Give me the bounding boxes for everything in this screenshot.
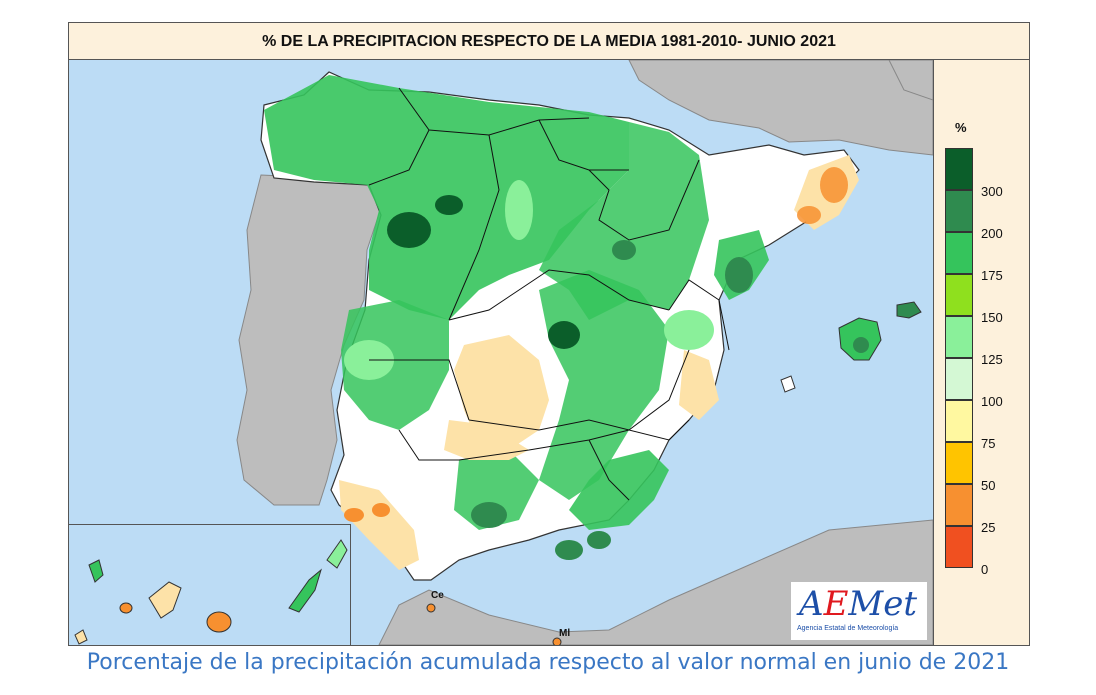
legend-swatch bbox=[945, 400, 973, 442]
figure-caption: Porcentaje de la precipitación acumulada… bbox=[86, 650, 1010, 675]
aemet-logo: AEMet Agencia Estatal de Meteorología bbox=[791, 582, 927, 640]
dry-valencia bbox=[679, 350, 719, 420]
legend-swatch bbox=[945, 442, 973, 484]
darkgreen-patch bbox=[725, 257, 753, 293]
legend-label: 100 bbox=[981, 394, 1003, 409]
melilla-marker bbox=[552, 637, 562, 645]
darkgreen-patch bbox=[587, 531, 611, 549]
legend-swatch bbox=[945, 484, 973, 526]
legend-label: 50 bbox=[981, 478, 996, 493]
legend-label: 0 bbox=[981, 562, 989, 577]
darkgreen-patch bbox=[435, 195, 463, 215]
mallorca-darkgreen bbox=[853, 337, 869, 353]
map-drawing bbox=[74, 60, 933, 645]
ceuta-marker bbox=[426, 603, 436, 613]
legend-swatch bbox=[945, 526, 973, 568]
legend-swatch bbox=[945, 316, 973, 358]
darkgreen-patch bbox=[612, 240, 636, 260]
orange-catalonia bbox=[797, 206, 821, 224]
legend-swatch bbox=[945, 358, 973, 400]
melilla-label: Ml bbox=[559, 628, 571, 639]
legend-swatch bbox=[945, 274, 973, 316]
legend-swatch bbox=[945, 148, 973, 190]
ibiza-island bbox=[780, 375, 796, 393]
legend-label: 75 bbox=[981, 436, 996, 451]
ceuta-label: Ce bbox=[431, 590, 444, 601]
legend-label: 150 bbox=[981, 310, 1003, 325]
corsica-landmass bbox=[888, 60, 933, 101]
france-landmass bbox=[628, 60, 933, 156]
legend-label: 300 bbox=[981, 184, 1003, 199]
green-northeast bbox=[539, 122, 709, 320]
legend-swatch bbox=[945, 190, 973, 232]
orange-huelva bbox=[372, 503, 390, 517]
dry-south bbox=[444, 420, 529, 460]
orange-huelva bbox=[344, 508, 364, 522]
color-legend: % 300 200 175 150 125 100 75 50 25 0 bbox=[935, 60, 1029, 645]
menorca-island bbox=[896, 301, 922, 319]
aemet-logo-subtitle: Agencia Estatal de Meteorología bbox=[797, 625, 899, 632]
legend-unit: % bbox=[955, 120, 967, 135]
map-frame: % DE LA PRECIPITACION RESPECTO DE LA MED… bbox=[68, 22, 1030, 646]
canary-islands-inset bbox=[69, 524, 351, 645]
precipitation-map: Ce Ml AEMet Agencia Estatal de Meteorolo… bbox=[69, 60, 934, 645]
darkgreen-patch bbox=[555, 540, 583, 560]
map-title: % DE LA PRECIPITACION RESPECTO DE LA MED… bbox=[69, 23, 1029, 60]
dry-southwest bbox=[339, 480, 419, 570]
legend-swatch bbox=[945, 232, 973, 274]
aemet-logo-word: AEMet bbox=[799, 584, 917, 624]
lightgreen-patch bbox=[505, 180, 533, 240]
canary-islands bbox=[74, 539, 348, 645]
orange-catalonia bbox=[820, 167, 848, 203]
region-borders bbox=[368, 87, 730, 501]
green-center bbox=[341, 300, 449, 430]
legend-label: 200 bbox=[981, 226, 1003, 241]
darkgreen-patch bbox=[548, 321, 580, 349]
legend-label: 175 bbox=[981, 268, 1003, 283]
darkgreen-patch bbox=[471, 502, 507, 528]
lightgreen-patch bbox=[664, 310, 714, 350]
legend-label: 125 bbox=[981, 352, 1003, 367]
darkgreen-patch bbox=[387, 212, 431, 248]
portugal-landmass bbox=[236, 174, 382, 506]
legend-label: 25 bbox=[981, 520, 996, 535]
